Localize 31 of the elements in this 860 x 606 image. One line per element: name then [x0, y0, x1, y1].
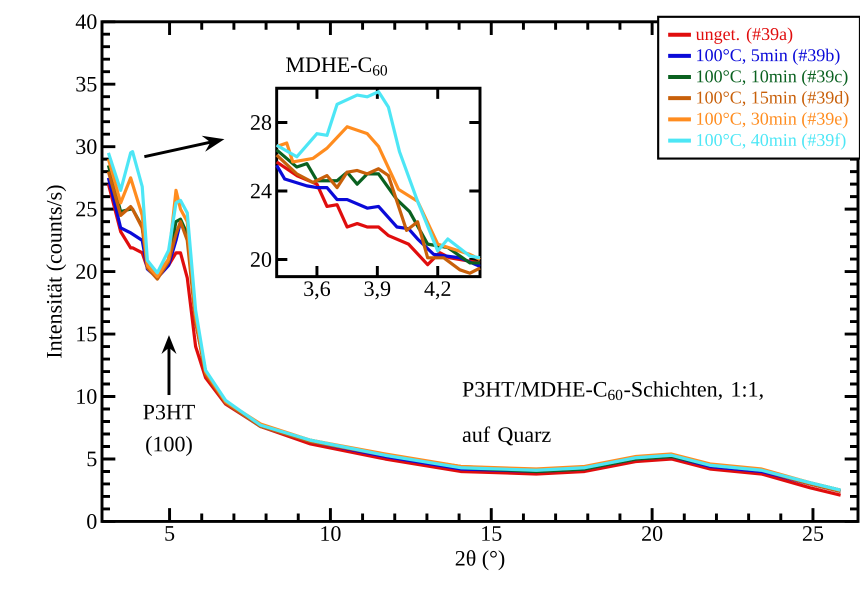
- y-tick-label: 25: [76, 202, 96, 217]
- x-tick-label: 3,9: [364, 281, 390, 300]
- legend-label: 100°C, 30min (#39e): [697, 112, 848, 128]
- x-tick-label: 3,6: [304, 281, 330, 300]
- x-tick-label: 10: [321, 526, 341, 541]
- legend-label: 100°C, 40min (#39f): [697, 133, 846, 150]
- x-tick-label: 4,2: [424, 281, 450, 300]
- y-tick-label: 35: [76, 76, 96, 92]
- legend-label: 100°C, 5min (#39b): [697, 48, 840, 65]
- x-tick-label: 5: [165, 526, 174, 541]
- chart-title: MDHE-C$_{60}$: [286, 57, 388, 76]
- text: P3HT/MDHE-C$_{60}$-Schichten, 1:1, auf Quarz: [462, 381, 763, 446]
- legend-label: 100°C, 15min (#39d): [697, 90, 849, 108]
- x-axis-title: 2θ (°): [456, 550, 504, 570]
- x-tick-label: 15: [482, 526, 502, 541]
- x-tick-label: 20: [642, 526, 662, 541]
- legend-label: unget. (#39a): [696, 27, 792, 44]
- legend-label: 100°C, 10min (#39c): [697, 70, 848, 86]
- y-tick-label: 15: [77, 326, 96, 342]
- y-tick-label: 20: [250, 252, 272, 267]
- y-tick-label: 20: [76, 264, 96, 280]
- y-tick-label: 30: [76, 139, 96, 154]
- x-tick-label: 25: [802, 526, 824, 541]
- y-tick-label: 28: [250, 115, 272, 130]
- y-tick-label: 5: [88, 452, 96, 466]
- y-tick-label: 24: [250, 184, 272, 198]
- annotation: P3HT (100): [143, 404, 195, 456]
- y-axis-title: Intensität (counts/s): [46, 185, 66, 358]
- y-tick-label: 40: [76, 14, 96, 30]
- y-tick-label: 10: [77, 389, 96, 404]
- y-tick-label: 0: [87, 514, 96, 529]
